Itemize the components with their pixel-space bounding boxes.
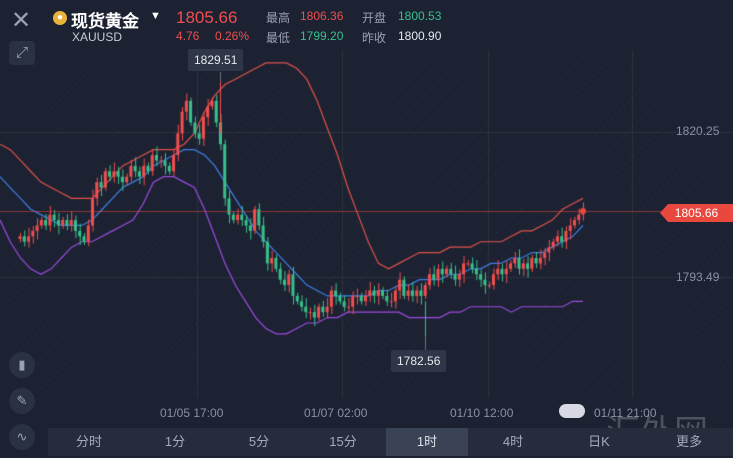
prev-close-label: 昨收 (362, 31, 387, 45)
prev-close-value: 1800.90 (398, 29, 442, 43)
tab-timeshare[interactable]: 分时 (75, 434, 102, 449)
gold-coin-icon: ● (53, 11, 67, 25)
timeframe-tabs: 分时 1分 5分 15分 1时 4时 日K 更多 (48, 428, 733, 456)
quote-header: ✕ ⤢ ● 现货黄金 ▼ XAUUSD 1805.66 4.76 0.26% 最… (0, 0, 733, 65)
y-axis-label: 1820.25 (676, 124, 720, 138)
close-icon[interactable]: ✕ (10, 7, 32, 34)
low-value: 1799.20 (300, 29, 344, 43)
min-price-label: 1782.56 (391, 350, 447, 372)
pencil-icon[interactable]: ✎ (9, 388, 35, 414)
expand-icon[interactable]: ⤢ (9, 41, 35, 65)
candlestick-icon[interactable]: ▮ (9, 352, 35, 378)
x-axis-label: 01/11 21:00 (594, 406, 657, 420)
high-label: 最高 (266, 11, 291, 25)
chart-type-toggle[interactable] (559, 404, 585, 418)
y-axis-label: 1793.49 (676, 270, 720, 284)
tab-more[interactable]: 更多 (675, 434, 702, 449)
symbol-name[interactable]: 现货黄金 (71, 12, 139, 31)
price-change-percent: 0.26% (215, 29, 250, 43)
current-price: 1805.66 (176, 8, 238, 27)
tab-daily[interactable]: 日K (588, 434, 610, 449)
indicator-icon[interactable]: ∿ (9, 424, 35, 450)
tab-5min[interactable]: 5分 (248, 434, 270, 449)
symbol-code: XAUUSD (72, 30, 123, 44)
open-label: 开盘 (362, 11, 387, 25)
x-axis-label: 01/07 02:00 (304, 406, 368, 420)
x-axis-label: 01/10 12:00 (450, 406, 514, 420)
high-value: 1806.36 (300, 9, 344, 23)
x-axis-label: 01/05 17:00 (160, 406, 224, 420)
tab-15min[interactable]: 15分 (329, 434, 357, 449)
price-change: 4.76 (176, 29, 200, 43)
low-label: 最低 (266, 31, 291, 45)
caret-down-icon[interactable]: ▼ (150, 10, 161, 22)
tab-4hour[interactable]: 4时 (502, 434, 524, 449)
max-price-label: 1829.51 (188, 49, 244, 71)
tab-1min[interactable]: 1分 (164, 434, 186, 449)
tab-1hour[interactable]: 1时 (386, 428, 468, 456)
open-value: 1800.53 (398, 9, 442, 23)
current-price-tag: 1805.66 (660, 204, 733, 222)
